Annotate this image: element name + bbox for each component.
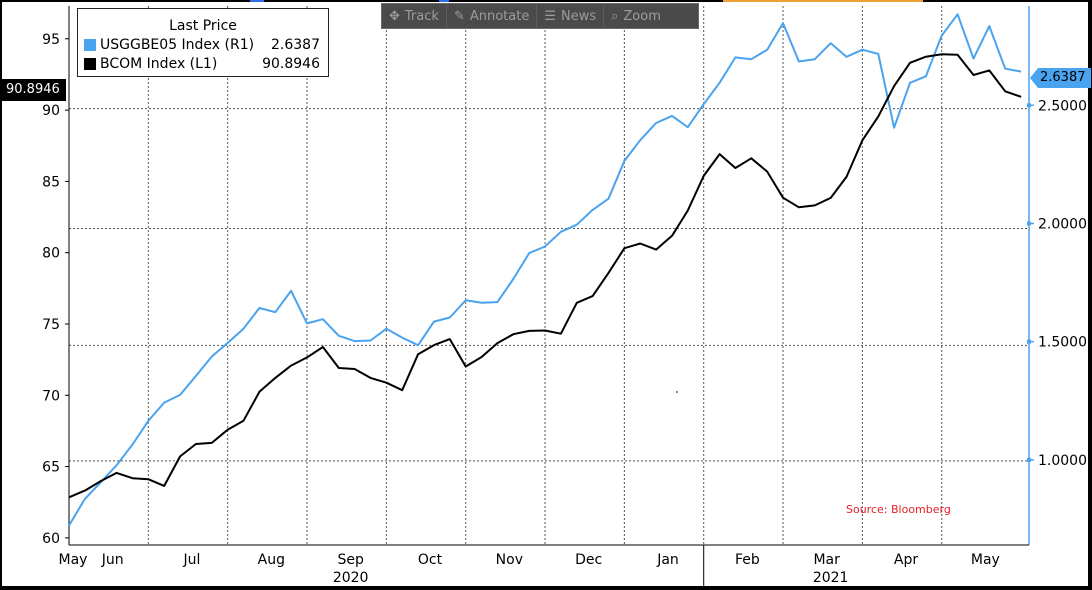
legend-item-name: USGGBE05 Index (R1) [100, 37, 255, 53]
top-accent-blue-2 [439, 0, 449, 2]
left-tick-label: 65 [42, 460, 60, 476]
year-label: 2021 [813, 570, 849, 586]
zoom-label: Zoom [623, 8, 661, 24]
legend-swatch-blue [84, 39, 96, 51]
left-tick-label: 70 [42, 388, 60, 404]
x-tick-label: Sep [337, 552, 364, 568]
right-tick-marker [1027, 221, 1031, 226]
right-tick-label: 1.5000 [1038, 335, 1087, 351]
year-label: 2020 [333, 570, 369, 586]
legend-item-usggbe05[interactable]: USGGBE05 Index (R1) 2.6387 [84, 37, 320, 53]
right-tick-marker [1027, 457, 1031, 462]
x-tick-label: Feb [735, 552, 760, 568]
legend-item-name: BCOM Index (L1) [100, 56, 218, 72]
left-tick-label: 95 [42, 32, 60, 48]
x-tick-label: Apr [894, 552, 918, 568]
pencil-icon: ✎ [453, 8, 465, 24]
legend-item-value: 2.6387 [271, 37, 320, 53]
top-accent-blue [250, 0, 264, 2]
series-line-usggbe05 [68, 13, 1022, 527]
crosshair-icon: ✥ [389, 8, 400, 24]
track-label: Track [404, 8, 439, 24]
axes-layer [65, 6, 1034, 588]
right-price-flag-text: 2.6387 [1040, 70, 1086, 85]
left-tick-label: 90 [42, 103, 60, 119]
right-tick-marker [1027, 103, 1031, 108]
right-tick-marker [1027, 339, 1031, 344]
source-label: Source: Bloomberg [846, 503, 951, 516]
legend-box[interactable]: Last Price USGGBE05 Index (R1) 2.6387 BC… [77, 8, 329, 77]
right-tick-label: 2.0000 [1038, 216, 1087, 232]
chart-toolbar: ✥ Track ✎ Annotate ☰ News ⌕ Zoom [381, 3, 699, 29]
news-icon: ☰ [544, 8, 556, 24]
x-tick-label: Dec [575, 552, 602, 568]
annotate-label: Annotate [469, 8, 530, 24]
magnifier-icon: ⌕ [611, 8, 619, 24]
news-button[interactable]: ☰ News [537, 4, 605, 28]
x-tick-label: Jan [656, 552, 679, 568]
top-accent-orange [723, 0, 923, 2]
tick-label-layer: 60 65 70 75 80 85 90 95 1.0000 1.5000 2.0000 2.5000… [42, 32, 1087, 586]
right-tick-label: 2.5000 [1038, 98, 1087, 114]
x-tick-label: Jul [183, 552, 201, 568]
left-tick-label: 75 [42, 317, 60, 333]
track-button[interactable]: ✥ Track [382, 4, 447, 28]
legend-title: Last Price [169, 18, 237, 34]
stray-dot [676, 391, 678, 393]
left-tick-label: 80 [42, 246, 60, 262]
right-price-flag [1030, 68, 1091, 88]
grid-layer [69, 6, 1029, 545]
right-tick-label: 1.0000 [1038, 453, 1087, 469]
x-tick-label: Oct [418, 552, 443, 568]
legend-item-value: 90.8946 [262, 56, 320, 72]
annotate-button[interactable]: ✎ Annotate [447, 4, 538, 28]
x-tick-label: May [58, 552, 87, 568]
left-price-flag: 90.8946 [0, 79, 66, 101]
series-line-bcom [68, 53, 1022, 499]
x-tick-label: Aug [258, 552, 285, 568]
x-tick-label: Mar [813, 552, 840, 568]
news-label: News [560, 8, 597, 24]
series-layer [68, 13, 1022, 527]
legend-item-bcom[interactable]: BCOM Index (L1) 90.8946 [84, 56, 320, 72]
left-tick-label: 60 [42, 531, 60, 547]
left-tick-label: 85 [42, 174, 60, 190]
zoom-button[interactable]: ⌕ Zoom [604, 4, 668, 28]
x-tick-label: Nov [496, 552, 523, 568]
x-tick-label: May [971, 552, 1000, 568]
x-tick-label: Jun [101, 552, 124, 568]
legend-swatch-black [84, 58, 96, 70]
